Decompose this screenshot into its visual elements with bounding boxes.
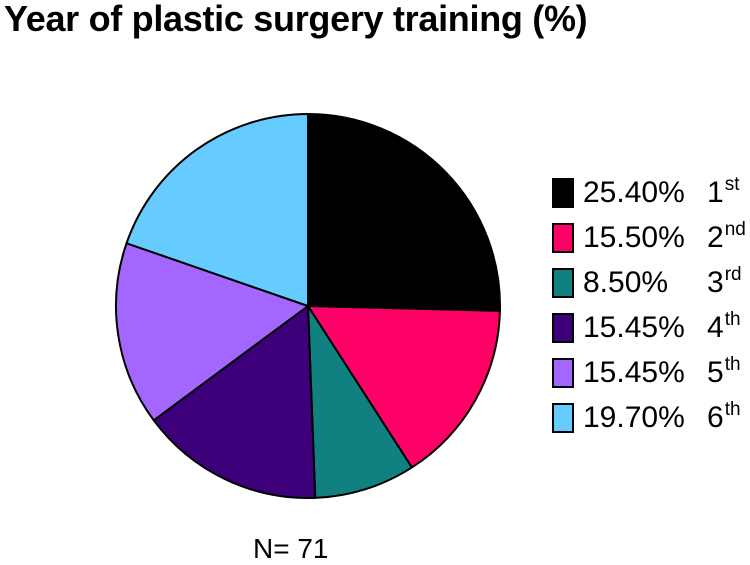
legend-year-suffix: st: [724, 174, 740, 195]
legend-year: 4th: [707, 309, 741, 345]
legend-percent: 25.40%: [583, 176, 685, 209]
legend-swatch: [552, 358, 574, 388]
legend-year-suffix: th: [724, 354, 741, 375]
chart-legend: 25.40% 1st 15.50% 2nd 8.50% 3rd 15.45% 4th 15.45…: [552, 174, 746, 446]
legend-percent: 15.45%: [583, 311, 685, 344]
legend-item-5: 15.45% 5th: [552, 354, 746, 390]
legend-year-number: 5: [707, 356, 724, 389]
pie-slice-5: [115, 242, 309, 422]
legend-swatch: [552, 223, 574, 253]
legend-year: 5th: [707, 354, 741, 390]
legend-year-suffix: th: [724, 399, 741, 420]
legend-swatch: [552, 403, 574, 433]
legend-year-suffix: nd: [724, 219, 746, 240]
pie-slice-6: [125, 113, 309, 307]
legend-year-suffix: rd: [724, 264, 742, 285]
legend-year: 1st: [707, 174, 740, 210]
pie-slice-1: [307, 113, 501, 312]
legend-item-3: 8.50% 3rd: [552, 264, 746, 300]
chart-title: Year of plastic surgery training (%): [4, 0, 588, 39]
legend-swatch: [552, 178, 574, 208]
sample-size-note: N= 71: [253, 533, 329, 564]
pie-slice-2: [307, 305, 501, 469]
legend-year-number: 6: [707, 401, 724, 434]
legend-year: 2nd: [707, 219, 746, 255]
legend-year: 6th: [707, 399, 741, 435]
legend-swatch: [552, 313, 574, 343]
legend-year-number: 2: [707, 221, 724, 254]
legend-item-6: 19.70% 6th: [552, 399, 746, 435]
legend-item-2: 15.50% 2nd: [552, 219, 746, 255]
legend-swatch: [552, 268, 574, 298]
pie-slice-4: [152, 305, 317, 499]
legend-year-suffix: th: [724, 309, 741, 330]
legend-year: 3rd: [707, 264, 742, 300]
legend-year-number: 4: [707, 311, 724, 344]
legend-percent: 8.50%: [583, 266, 669, 299]
legend-item-1: 25.40% 1st: [552, 174, 746, 210]
legend-percent: 19.70%: [583, 401, 685, 434]
legend-item-4: 15.45% 4th: [552, 309, 746, 345]
legend-percent: 15.50%: [583, 221, 685, 254]
legend-year-number: 1: [707, 176, 724, 209]
legend-year-number: 3: [707, 266, 724, 299]
legend-percent: 15.45%: [583, 356, 685, 389]
pie-slice-3: [307, 305, 413, 499]
